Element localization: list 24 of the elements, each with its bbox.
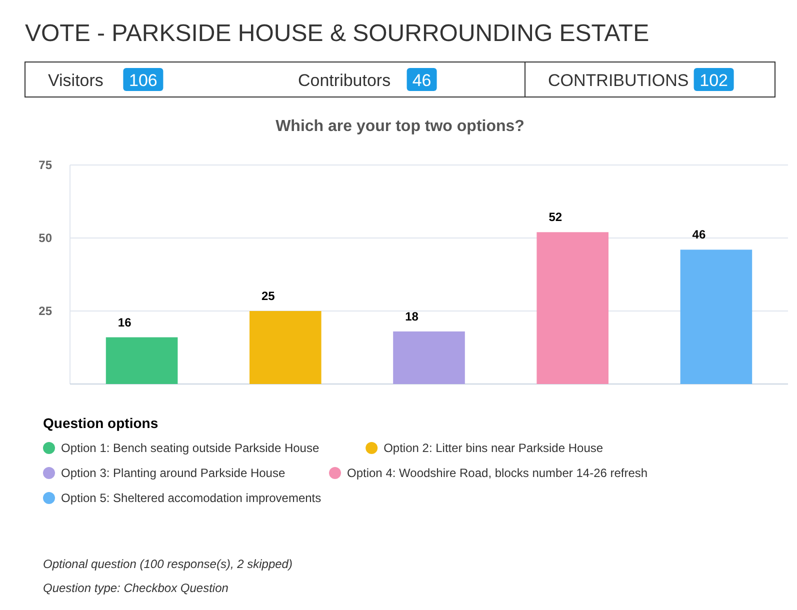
text: Optional question (100 response(s), 2 skipped) xyxy=(43,557,292,571)
legend-label: Option 2: Litter bins near Parkside House xyxy=(384,441,604,455)
text: 102 xyxy=(700,71,728,90)
text: Contributors xyxy=(298,71,391,90)
chart-subtitle: Which are your top two options? xyxy=(276,118,524,135)
legend-label: Option 4: Woodshire Road, blocks number 14-26 refresh xyxy=(347,466,648,480)
legend-label: Option 3: Planting around Parkside House xyxy=(61,466,286,480)
text: 46 xyxy=(412,71,432,90)
data-label: 16 xyxy=(118,315,132,330)
text: Question type: Checkbox Question xyxy=(43,581,229,595)
data-label: 52 xyxy=(548,210,562,224)
data-label: 46 xyxy=(692,228,706,242)
legend-title: Question options xyxy=(43,415,158,431)
y-tick-label: 25 xyxy=(38,304,52,318)
text: CONTRIBUTIONS xyxy=(548,71,689,90)
y-tick-label: 75 xyxy=(38,158,52,172)
data-label: 18 xyxy=(405,309,419,324)
chart-title: VOTE - PARKSIDE HOUSE & SOURROUNDING ESTATE xyxy=(25,20,650,47)
legend-label: Option 1: Bench seating outside Parkside House xyxy=(61,441,320,455)
text: Visitors xyxy=(48,71,104,90)
y-tick-label: 50 xyxy=(38,231,52,245)
legend-label: Option 5: Sheltered accomodation improvements xyxy=(61,491,322,505)
data-label: 25 xyxy=(262,289,276,303)
text: 106 xyxy=(129,71,158,90)
